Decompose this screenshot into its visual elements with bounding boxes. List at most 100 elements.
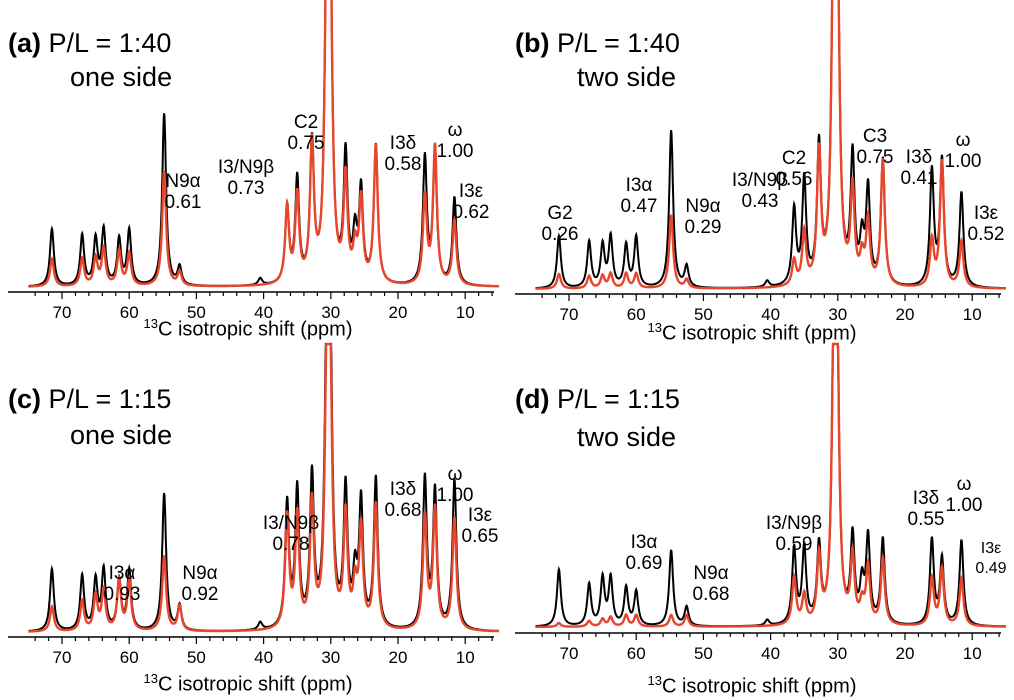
annotation-value: 0.68 <box>384 500 422 521</box>
annotation-c3: C3 0.75 <box>857 126 894 168</box>
annotation-value: 1.00 <box>944 151 982 172</box>
annotation-name: I3α <box>108 563 136 584</box>
ratio-label: P/L = 1:40 <box>557 28 680 58</box>
x-tick-label: 70 <box>560 644 579 663</box>
x-axis-label: 13C isotropic shift (ppm) <box>648 320 857 346</box>
series-red-line <box>28 0 499 288</box>
x-tick-label: 40 <box>761 305 780 324</box>
annotation-value: 0.56 <box>775 169 813 190</box>
x-tick-label: 50 <box>187 648 206 667</box>
spectrum-plot-c: 70 60 50 40 30 20 10 <box>8 342 499 667</box>
annotation-c2: C2 0.56 <box>776 148 813 190</box>
side-label: one side <box>70 62 173 92</box>
annotation-name: I3δ <box>389 479 417 500</box>
panel-d: 70 60 50 40 30 20 10 (d) P/L = 1:15 two side I… <box>507 342 1014 700</box>
annotation-i3alpha: I3α 0.69 <box>626 532 663 574</box>
x-axis-label-text: C isotropic shift (ppm) <box>661 322 857 345</box>
annotation-omega: ω 1.00 <box>946 474 983 516</box>
x-axis-label: 13C isotropic shift (ppm) <box>144 316 353 342</box>
annotation-value: 0.59 <box>775 534 813 555</box>
ratio-label: P/L = 1:40 <box>48 28 172 58</box>
annotation-i3n9beta: I3/N9β 0.59 <box>766 513 822 555</box>
annotation-value: 0.62 <box>452 202 490 223</box>
annotation-n9alpha: N9α 0.92 <box>182 563 219 605</box>
x-tick-label: 20 <box>896 644 915 663</box>
annotation-value: 0.69 <box>625 553 663 574</box>
annotation-value: 1.00 <box>436 141 474 162</box>
spectrum-plot-a: 70 60 50 40 30 20 10 <box>8 0 500 322</box>
x-tick-label: 10 <box>456 648 475 667</box>
annotation-value: 0.29 <box>684 217 722 238</box>
annotation-value: 0.78 <box>272 534 310 555</box>
isotope-sup: 13 <box>143 671 158 686</box>
annotation-name: I3α <box>630 532 658 553</box>
x-tick-label: 20 <box>389 648 408 667</box>
annotation-name: I3δ <box>905 147 933 168</box>
annotation-value: 0.52 <box>967 224 1005 245</box>
annotation-value: 0.75 <box>287 133 325 154</box>
x-axis-label-text: C isotropic shift (ppm) <box>157 318 353 341</box>
annotation-value: 0.73 <box>227 178 265 199</box>
x-tick-label: 30 <box>321 648 340 667</box>
annotation-i3delta: I3δ 0.41 <box>901 147 938 189</box>
series-red-line <box>535 0 1006 290</box>
annotation-name: ω <box>447 464 463 485</box>
isotope-sup: 13 <box>143 316 158 331</box>
annotation-value: 0.61 <box>164 192 202 213</box>
annotation-value: 0.68 <box>692 584 730 605</box>
annotation-name: I3ε <box>467 505 493 526</box>
annotation-name: I3/N9β <box>217 157 275 178</box>
x-tick-label: 20 <box>896 305 915 324</box>
panel-a: 70 60 50 40 30 20 10 (a) P/L = 1:40 one side N… <box>0 0 507 350</box>
x-tick-label: 30 <box>828 305 847 324</box>
annotation-name: ω <box>956 474 972 495</box>
annotation-i3delta: I3δ 0.68 <box>385 479 422 521</box>
annotation-value: 0.58 <box>384 154 422 175</box>
x-tick-label: 70 <box>53 648 72 667</box>
ratio-label: P/L = 1:15 <box>48 384 172 414</box>
annotation-i3epsilon: I3ε 0.65 <box>462 505 499 547</box>
panel-letter: (c) <box>8 384 41 414</box>
isotope-sup: 13 <box>647 673 662 688</box>
annotation-name: N9α <box>182 563 218 584</box>
panel-b: 70 60 50 40 30 20 10 (b) P/L = 1:40 two side G… <box>507 0 1014 350</box>
annotation-value: 0.49 <box>975 560 1007 577</box>
ratio-label: P/L = 1:15 <box>557 384 680 414</box>
x-tick-label: 50 <box>694 644 713 663</box>
annotation-g2: G2 0.26 <box>542 203 579 245</box>
x-tick-label: 40 <box>254 303 273 322</box>
annotation-i3epsilon: I3ε 0.49 <box>975 539 1006 579</box>
x-tick-label: 10 <box>963 644 982 663</box>
annotation-name: C3 <box>862 126 888 147</box>
x-tick-label: 40 <box>761 644 780 663</box>
annotation-value: 0.26 <box>541 224 579 245</box>
x-axis-label: 13C isotropic shift (ppm) <box>144 671 353 697</box>
panel-letter: (d) <box>515 384 550 414</box>
x-tick-label: 60 <box>120 648 139 667</box>
x-tick-label: 30 <box>321 303 340 322</box>
annotation-name: N9α <box>685 196 721 217</box>
annotation-i3n9beta: I3/N9β 0.78 <box>263 513 319 555</box>
x-tick-label: 10 <box>963 305 982 324</box>
annotation-name: ω <box>955 130 971 151</box>
annotation-name: ω <box>447 120 463 141</box>
x-tick-label: 50 <box>694 305 713 324</box>
series-red-line <box>535 342 1006 629</box>
spectrum-plot-d: 70 60 50 40 30 20 10 <box>515 342 1006 663</box>
annotation-value: 1.00 <box>436 485 474 506</box>
annotation-value: 0.92 <box>181 584 219 605</box>
series-red-line <box>28 342 499 633</box>
x-tick-label: 10 <box>456 303 475 322</box>
annotation-name: I3/N9β <box>262 513 320 534</box>
annotation-name: N9α <box>165 171 201 192</box>
panel-label: (c) P/L = 1:15 <box>8 384 171 415</box>
annotation-name: I3ε <box>980 540 1002 557</box>
side-label: two side <box>577 62 677 92</box>
annotation-name: C2 <box>293 112 319 133</box>
panel-label: (d) P/L = 1:15 <box>515 384 680 415</box>
x-tick-label: 70 <box>53 303 72 322</box>
annotation-value: 0.75 <box>856 147 894 168</box>
annotation-name: N9α <box>693 563 729 584</box>
annotation-i3alpha: I3α 0.47 <box>621 175 658 217</box>
panel-label: (b) P/L = 1:40 <box>515 28 680 59</box>
